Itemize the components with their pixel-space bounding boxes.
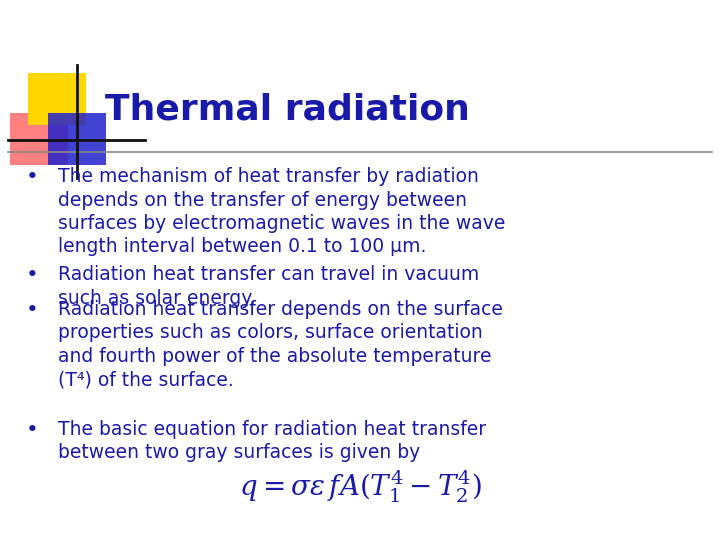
Text: Thermal radiation: Thermal radiation [105, 93, 470, 127]
Text: •: • [26, 167, 38, 187]
Text: •: • [26, 300, 38, 320]
Bar [28, 73, 86, 125]
Text: Radiation heat transfer can travel in vacuum
such as solar energy.: Radiation heat transfer can travel in va… [58, 265, 480, 307]
Text: •: • [26, 265, 38, 285]
Bar [48, 113, 106, 165]
Bar [10, 113, 68, 165]
Text: Radiation heat transfer depends on the surface
properties such as colors, surfac: Radiation heat transfer depends on the s… [58, 300, 503, 389]
Text: •: • [26, 420, 38, 440]
Text: The mechanism of heat transfer by radiation
depends on the transfer of energy be: The mechanism of heat transfer by radiat… [58, 167, 505, 256]
Text: The basic equation for radiation heat transfer
between two gray surfaces is give: The basic equation for radiation heat tr… [58, 420, 486, 462]
Text: $q = \sigma\varepsilon\, fA(T_1^4 - T_2^4)$: $q = \sigma\varepsilon\, fA(T_1^4 - T_2^… [238, 468, 482, 505]
